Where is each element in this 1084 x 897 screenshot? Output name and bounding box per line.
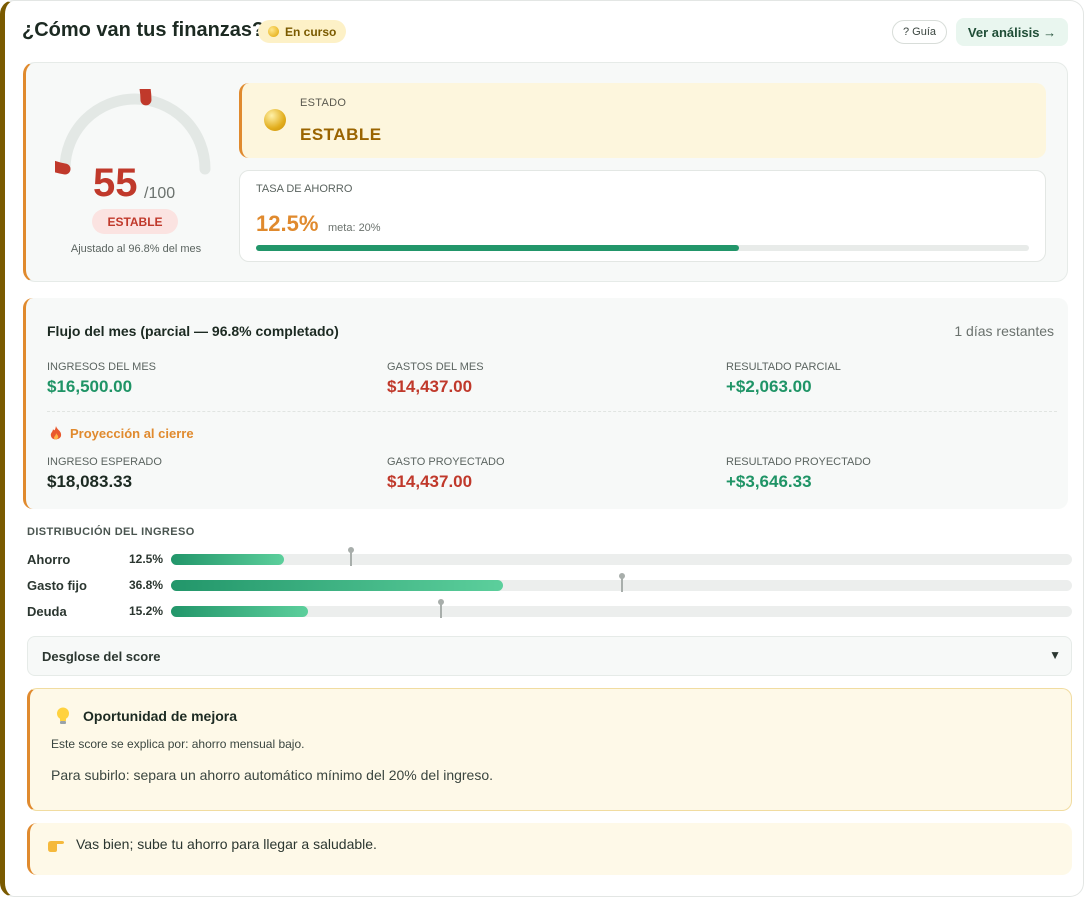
distribution-track bbox=[171, 599, 1072, 618]
score-gauge bbox=[55, 89, 211, 175]
tip-text: Vas bien; sube tu ahorro para llegar a s… bbox=[76, 836, 377, 852]
savings-rate-value: 12.5% bbox=[256, 211, 319, 236]
projection-title: Proyección al cierre bbox=[70, 426, 194, 441]
score-value: 55 bbox=[93, 161, 138, 205]
savings-rate-goal: meta: 20% bbox=[328, 222, 381, 234]
opportunity-explanation: Este score se explica por: ahorro mensua… bbox=[51, 737, 305, 751]
expected-income-stat: INGRESO ESPERADO $18,083.33 bbox=[47, 456, 347, 492]
projected-expense-label: GASTO PROYECTADO bbox=[387, 456, 505, 468]
score-max: /100 bbox=[144, 185, 176, 202]
projected-result-value: +$3,646.33 bbox=[726, 472, 812, 491]
improvement-opportunity: Oportunidad de mejora Este score se expl… bbox=[27, 688, 1072, 811]
partial-result-value: +$2,063.00 bbox=[726, 377, 812, 396]
savings-progress-track bbox=[256, 245, 1029, 251]
income-label: INGRESOS DEL MES bbox=[47, 361, 157, 373]
pointing-hand-icon bbox=[48, 841, 64, 852]
view-analysis-button[interactable]: Ver análisis → bbox=[956, 18, 1068, 46]
expenses-stat: GASTOS DEL MES $14,437.00 bbox=[387, 361, 687, 397]
estado-value: ESTABLE bbox=[300, 125, 382, 144]
distribution-row-pct: 12.5% bbox=[128, 552, 163, 566]
expected-income-label: INGRESO ESPERADO bbox=[47, 456, 162, 468]
distribution-row: Ahorro 12.5% bbox=[27, 547, 1072, 567]
opportunity-recommendation: Para subirlo: separa un ahorro automátic… bbox=[51, 767, 494, 783]
tip-banner: Vas bien; sube tu ahorro para llegar a s… bbox=[27, 823, 1072, 875]
monthly-flow-panel: Flujo del mes (parcial — 96.8% completad… bbox=[23, 298, 1068, 509]
status-badge: En curso bbox=[258, 20, 347, 43]
flow-title: Flujo del mes (parcial — 96.8% completad… bbox=[47, 323, 339, 339]
distribution-row-name: Gasto fijo bbox=[27, 578, 87, 593]
distribution-fill bbox=[171, 606, 308, 617]
score-panel: 55 /100 ESTABLE Ajustado al 96.8% del me… bbox=[23, 62, 1068, 282]
distribution-target-marker bbox=[438, 599, 445, 618]
score-breakdown-toggle[interactable]: Desglose del score ▼ bbox=[27, 636, 1072, 676]
distribution-row-name: Ahorro bbox=[27, 552, 71, 567]
fire-icon bbox=[50, 426, 62, 440]
coin-icon bbox=[268, 26, 279, 37]
score-breakdown-label: Desglose del score bbox=[42, 649, 161, 664]
distribution-track bbox=[171, 547, 1072, 566]
status-badge-label: En curso bbox=[285, 24, 337, 39]
distribution-row-pct: 36.8% bbox=[128, 578, 163, 592]
partial-result-label: RESULTADO PARCIAL bbox=[726, 361, 841, 373]
score-level-badge: ESTABLE bbox=[92, 209, 178, 234]
savings-progress-fill bbox=[256, 245, 740, 251]
opportunity-title: Oportunidad de mejora bbox=[83, 708, 238, 724]
estado-box: ESTADO ESTABLE bbox=[239, 83, 1046, 158]
distribution-row-pct: 15.2% bbox=[128, 604, 163, 618]
coin-icon bbox=[264, 109, 286, 131]
distribution-fill bbox=[171, 580, 503, 591]
income-stat: INGRESOS DEL MES $16,500.00 bbox=[47, 361, 347, 397]
projected-result-label: RESULTADO PROYECTADO bbox=[726, 456, 871, 468]
lightbulb-icon bbox=[57, 707, 69, 724]
days-remaining: 1 días restantes bbox=[954, 323, 1054, 339]
expenses-value: $14,437.00 bbox=[387, 377, 473, 396]
partial-result-stat: RESULTADO PARCIAL +$2,063.00 bbox=[726, 361, 1026, 397]
distribution-row: Gasto fijo 36.8% bbox=[27, 573, 1072, 593]
distribution-track bbox=[171, 573, 1072, 592]
distribution-row: Deuda 15.2% bbox=[27, 599, 1072, 619]
score-note: Ajustado al 96.8% del mes bbox=[70, 243, 202, 255]
distribution-fill bbox=[171, 554, 284, 565]
distribution-target-marker bbox=[618, 573, 625, 592]
expected-income-value: $18,083.33 bbox=[47, 472, 133, 491]
savings-rate-label: TASA DE AHORRO bbox=[256, 183, 353, 195]
estado-label: ESTADO bbox=[300, 97, 347, 109]
expenses-label: GASTOS DEL MES bbox=[387, 361, 484, 373]
projected-expense-stat: GASTO PROYECTADO $14,437.00 bbox=[387, 456, 687, 492]
guide-button[interactable]: ? Guía bbox=[892, 20, 947, 44]
page-title: ¿Cómo van tus finanzas? bbox=[22, 19, 265, 41]
projection-heading: Proyección al cierre bbox=[50, 426, 194, 441]
projected-expense-value: $14,437.00 bbox=[387, 472, 473, 491]
savings-rate-box: TASA DE AHORRO 12.5% meta: 20% bbox=[239, 170, 1046, 262]
distribution-target-marker bbox=[348, 547, 355, 566]
income-value: $16,500.00 bbox=[47, 377, 133, 396]
distribution-row-name: Deuda bbox=[27, 604, 67, 619]
distribution-title: DISTRIBUCIÓN DEL INGRESO bbox=[27, 526, 195, 538]
divider bbox=[47, 411, 1057, 412]
chevron-down-icon[interactable]: ▼ bbox=[1049, 648, 1061, 662]
projected-result-stat: RESULTADO PROYECTADO +$3,646.33 bbox=[726, 456, 1026, 492]
